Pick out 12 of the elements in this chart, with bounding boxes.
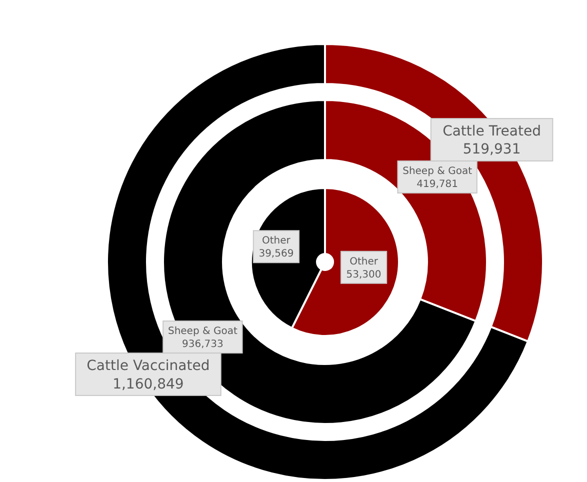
data-label: 519,931 [462,142,521,158]
data-label: 53,300 [346,269,382,280]
data-label: 419,781 [416,178,458,190]
slice-label: Cattle Treated [442,124,541,140]
slice-label: Sheep & Goat [168,326,238,338]
text: Other [350,256,378,268]
data-label: 1,160,849 [112,376,184,392]
slice-label: Other [262,236,292,247]
text: Sheep & Goat [402,166,472,177]
data-label: 936,733 [182,339,224,350]
slice-label: Cattle Vaccinated [86,358,210,374]
data-label: 39,569 [258,248,294,260]
